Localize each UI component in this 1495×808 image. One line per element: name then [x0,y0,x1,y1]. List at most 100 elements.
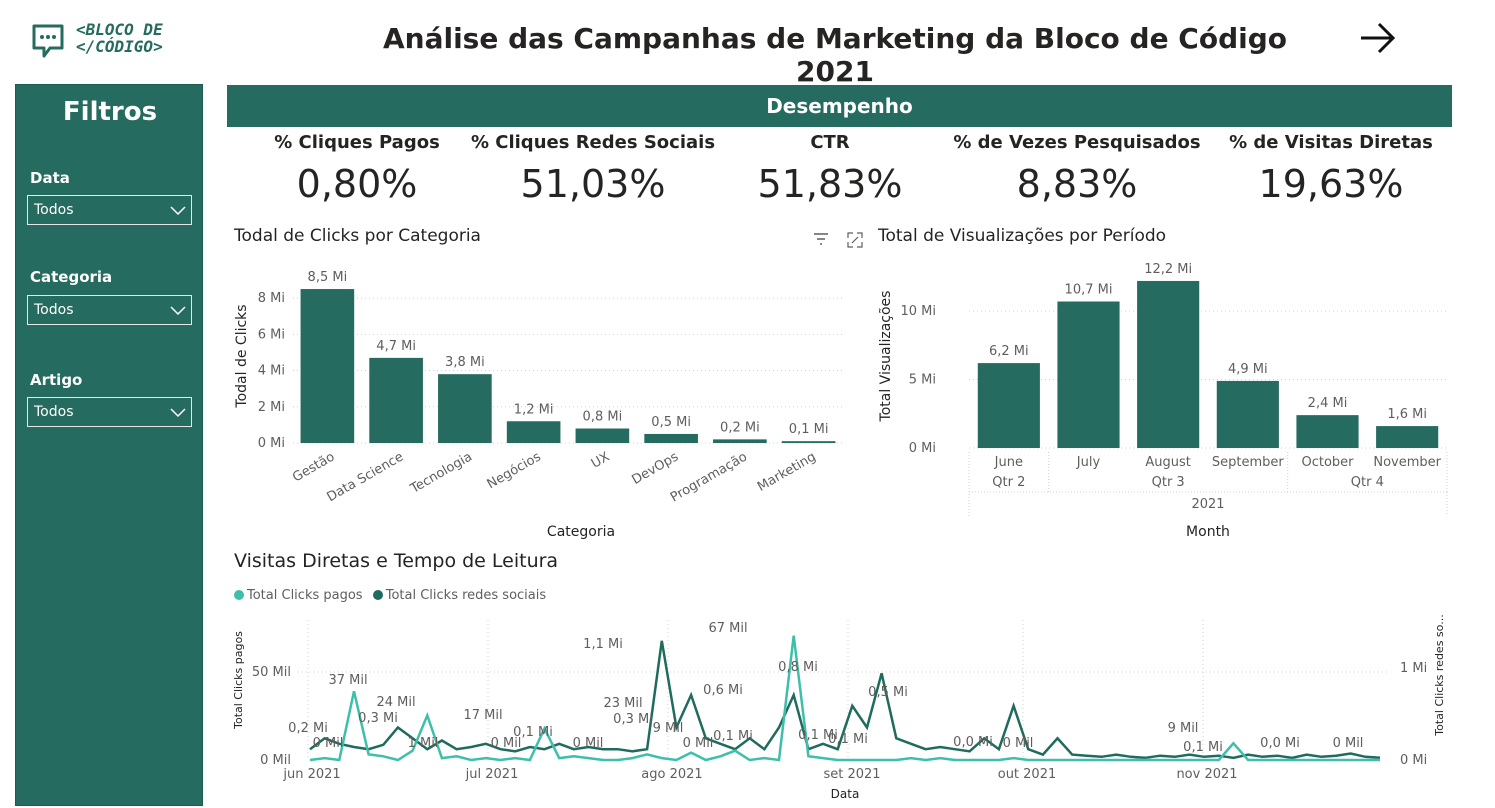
bar [977,363,1040,448]
bar [506,421,561,443]
data-label: 0,1 Mi [513,725,553,740]
data-label: 0,2 Mi [720,420,760,435]
filter-label-data: Data [30,169,70,187]
y-tick-label: 0 Mi [909,441,936,456]
data-label: 0,0 Mi [1260,736,1300,751]
data-label: 0,0 Mi [953,735,993,750]
filter-label-artigo: Artigo [30,371,83,389]
data-label: 0 Mil [1333,736,1364,751]
kpi-value: 51,03% [520,162,666,206]
bar [575,428,630,443]
data-label: 0,1 Mi [798,728,838,743]
data-label: 0,5 Mi [651,415,691,430]
x-tick-label: Programação [668,449,750,505]
data-label: 0,1 Mi [1183,740,1223,755]
kpi-label: % de Visitas Diretas [1229,132,1433,153]
y-tick-label: 2 Mi [258,400,285,415]
x-tick-label: September [1212,455,1285,470]
kpi-paid-clicks: % Cliques Pagos 0,80% [227,132,487,206]
y-tick-label: 0 Mil [260,753,291,768]
y-tick-label: 6 Mi [258,327,285,342]
y-tick-label: 8 Mi [258,291,285,306]
y-tick-label: 1 Mi [1400,661,1427,676]
data-label: 0,1 Mi [789,422,829,437]
chevron-down-icon [170,408,186,418]
x-tick-label: nov 2021 [1176,767,1237,782]
x-tick-label: Tecnologia [407,449,475,497]
chart-title-clicks-by-category: Todal de Clicks por Categoria [234,226,481,246]
y-axis-title: Todal de Clicks [234,304,250,408]
chart-title-visits-reading: Visitas Diretas e Tempo de Leitura [234,550,559,572]
y-tick-label: 0 Mi [1400,753,1427,768]
y-axis-title-left: Total Clicks pagos [232,631,245,730]
brand-logo: <BLOCO DE </CÓDIGO> [28,18,198,62]
page-title: Análise das Campanhas de Marketing da Bl… [382,22,1288,88]
quarter-label: Qtr 3 [1152,475,1185,490]
category-filter-value: Todos [34,302,74,318]
data-label: 0,3 Mi [358,711,398,726]
filter-label-categoria: Categoria [30,268,113,286]
focus-mode-icon[interactable] [847,232,863,248]
y-tick-label: 10 Mi [900,304,936,319]
logo-line-1: <BLOCO DE [76,20,163,39]
x-tick-label: DevOps [629,449,681,488]
data-label: 4,7 Mi [376,339,416,354]
kpi-label: % Cliques Pagos [274,132,440,153]
data-label: 23 Mil [603,696,642,711]
x-axis-title: Month [1186,524,1230,540]
kpi-ctr: CTR 51,83% [700,132,960,206]
filter-icon[interactable] [813,232,829,246]
chart-title-views-by-period: Total de Visualizações por Período [878,226,1167,246]
data-label: 0 Mil [1003,736,1034,751]
quarter-label: Qtr 2 [992,475,1025,490]
bar [1137,280,1200,448]
x-tick-label: Data Science [325,449,407,505]
x-tick-label: November [1373,455,1441,470]
x-tick-label: set 2021 [823,767,880,782]
data-label: 1,2 Mi [514,402,554,417]
kpi-value: 19,63% [1258,162,1404,206]
y-tick-label: 0 Mi [258,436,285,451]
x-tick-label: jul 2021 [465,767,519,782]
chat-code-icon [32,24,64,58]
data-label: 24 Mil [376,695,415,710]
quarter-label: Qtr 4 [1351,475,1384,490]
x-tick-label: UX [589,449,613,471]
y-axis-title-right: Total Clicks redes so... [1433,614,1446,736]
arrow-right-icon[interactable] [1355,18,1399,58]
data-label: 12,2 Mi [1144,262,1192,277]
date-filter-select[interactable]: Todos [27,195,192,225]
y-tick-label: 5 Mi [909,373,936,388]
data-label: 4,9 Mi [1228,362,1268,377]
data-label: 0,8 Mi [583,410,623,425]
x-tick-label: August [1145,455,1191,470]
x-tick-label: July [1076,455,1101,470]
legend-item-paid[interactable]: Total Clicks pagos [234,588,363,603]
x-tick-label: Marketing [755,449,819,494]
data-label: 67 Mil [708,621,747,636]
x-tick-label: Negócios [485,449,544,492]
category-filter-select[interactable]: Todos [27,295,192,325]
data-label: 0 Mil [313,736,344,751]
x-tick-label: jun 2021 [282,767,340,782]
data-label: 6,2 Mi [989,344,1029,359]
legend-label: Total Clicks pagos [247,588,363,603]
data-label: 1,6 Mi [1387,407,1427,422]
legend-item-social[interactable]: Total Clicks redes sociais [372,588,546,603]
article-filter-select[interactable]: Todos [27,397,192,427]
section-header-desempenho: Desempenho [227,85,1452,127]
x-axis-title: Data [831,787,860,801]
data-label: 37 Mil [328,673,367,688]
kpi-social-clicks: % Cliques Redes Sociais 51,03% [463,132,723,206]
chart-legend: Total Clicks pagos Total Clicks redes so… [234,588,546,603]
bar [1057,301,1120,448]
data-label: 0,2 Mi [288,721,328,736]
data-label: 10,7 Mi [1065,282,1113,297]
data-label: 1,1 Mi [583,637,623,652]
data-label: 0 Mil [491,736,522,751]
logo-line-2: </CÓDIGO> [76,37,163,56]
data-label: 17 Mil [463,708,502,723]
kpi-value: 0,80% [296,162,418,206]
kpi-searched: % de Vezes Pesquisados 8,83% [947,132,1207,206]
kpi-direct-visits: % de Visitas Diretas 19,63% [1201,132,1461,206]
